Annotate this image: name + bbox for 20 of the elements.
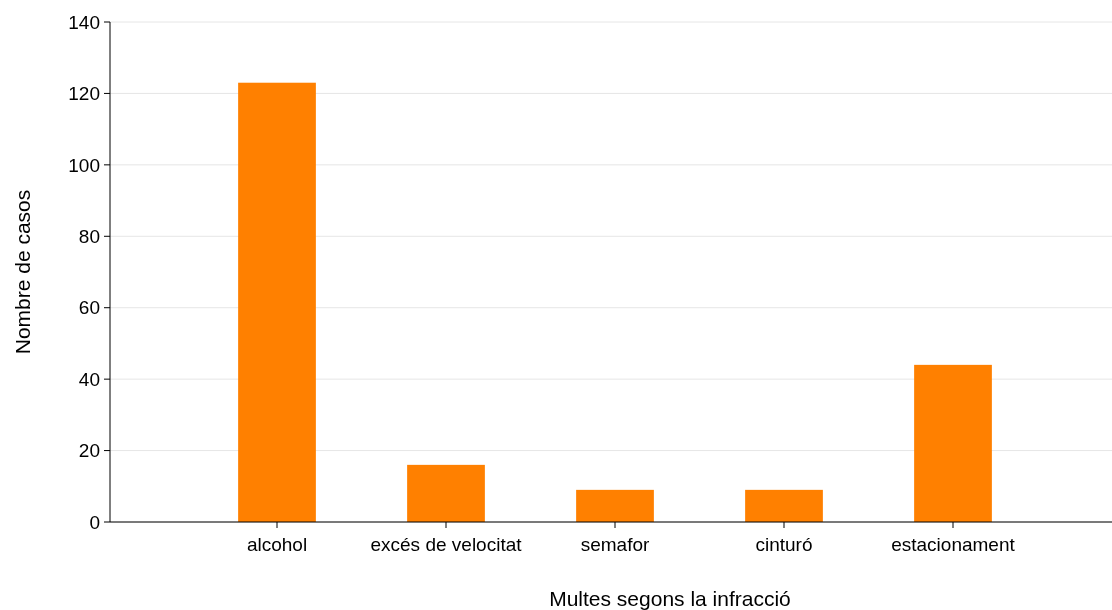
y-tick-label: 80 (78, 225, 100, 247)
y-tick-label: 140 (68, 11, 100, 33)
y-tick-label: 40 (78, 368, 100, 390)
x-tick-label: cinturó (755, 534, 813, 555)
bar (914, 364, 992, 522)
bar (238, 82, 316, 522)
x-tick-label: semafor (580, 534, 650, 555)
x-tick-label: estacionament (891, 534, 1016, 555)
y-tick-label: 120 (68, 83, 100, 105)
bar (745, 489, 823, 522)
x-tick-label: excés de velocitat (370, 534, 523, 555)
y-axis-title: Nombre de casos (11, 189, 34, 355)
y-tick-label: 0 (89, 511, 100, 533)
y-tick-label: 60 (78, 297, 100, 319)
y-tick-label: 100 (68, 154, 100, 176)
y-tick-label: 20 (78, 440, 100, 462)
bar (576, 489, 654, 522)
bar (407, 464, 485, 522)
x-axis-title: Multes segons la infracció (549, 587, 791, 610)
x-tick-label: alcohol (246, 534, 308, 555)
